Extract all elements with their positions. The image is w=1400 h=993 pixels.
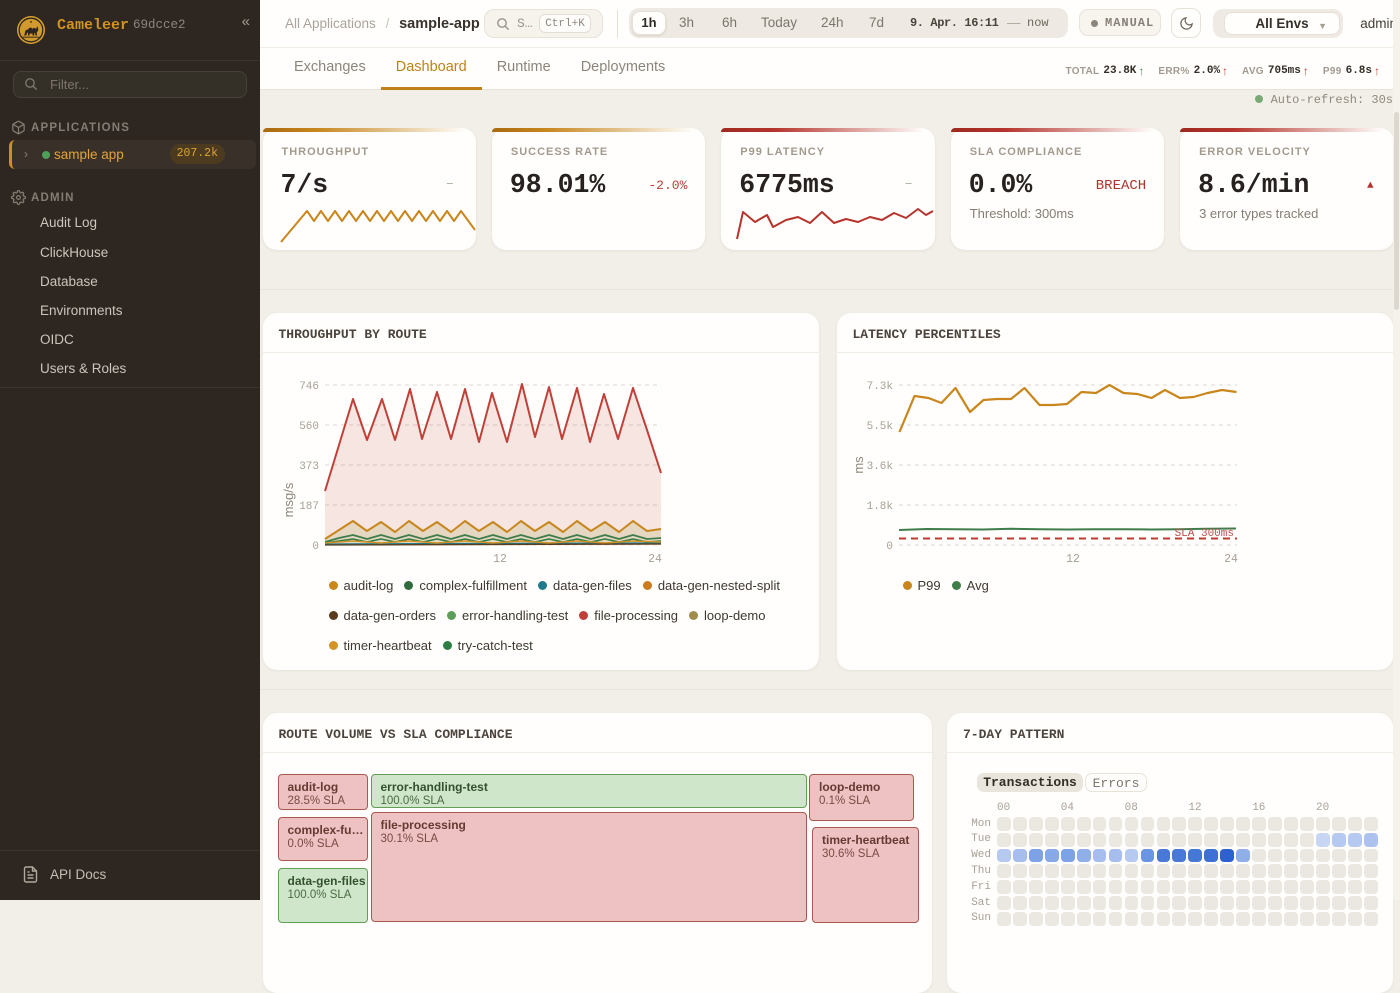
svg-text:373: 373 [299,461,319,473]
svg-text:msg/s: msg/s [281,482,296,517]
svg-text:5.5k: 5.5k [866,421,893,433]
svg-text:560: 560 [299,421,319,433]
svg-text:0: 0 [886,541,893,553]
svg-text:746: 746 [299,381,319,393]
svg-text:3.6k: 3.6k [866,461,893,473]
svg-text:1.8k: 1.8k [866,501,893,513]
svg-text:0: 0 [312,541,319,553]
svg-text:ms: ms [851,456,866,474]
svg-text:12: 12 [493,553,507,566]
svg-text:12: 12 [1066,553,1080,566]
svg-text:187: 187 [299,501,319,513]
svg-text:24: 24 [1224,553,1238,566]
svg-text:24: 24 [648,553,662,566]
svg-text:7.3k: 7.3k [866,381,893,393]
svg-text:SLA 300ms: SLA 300ms [1174,528,1233,540]
